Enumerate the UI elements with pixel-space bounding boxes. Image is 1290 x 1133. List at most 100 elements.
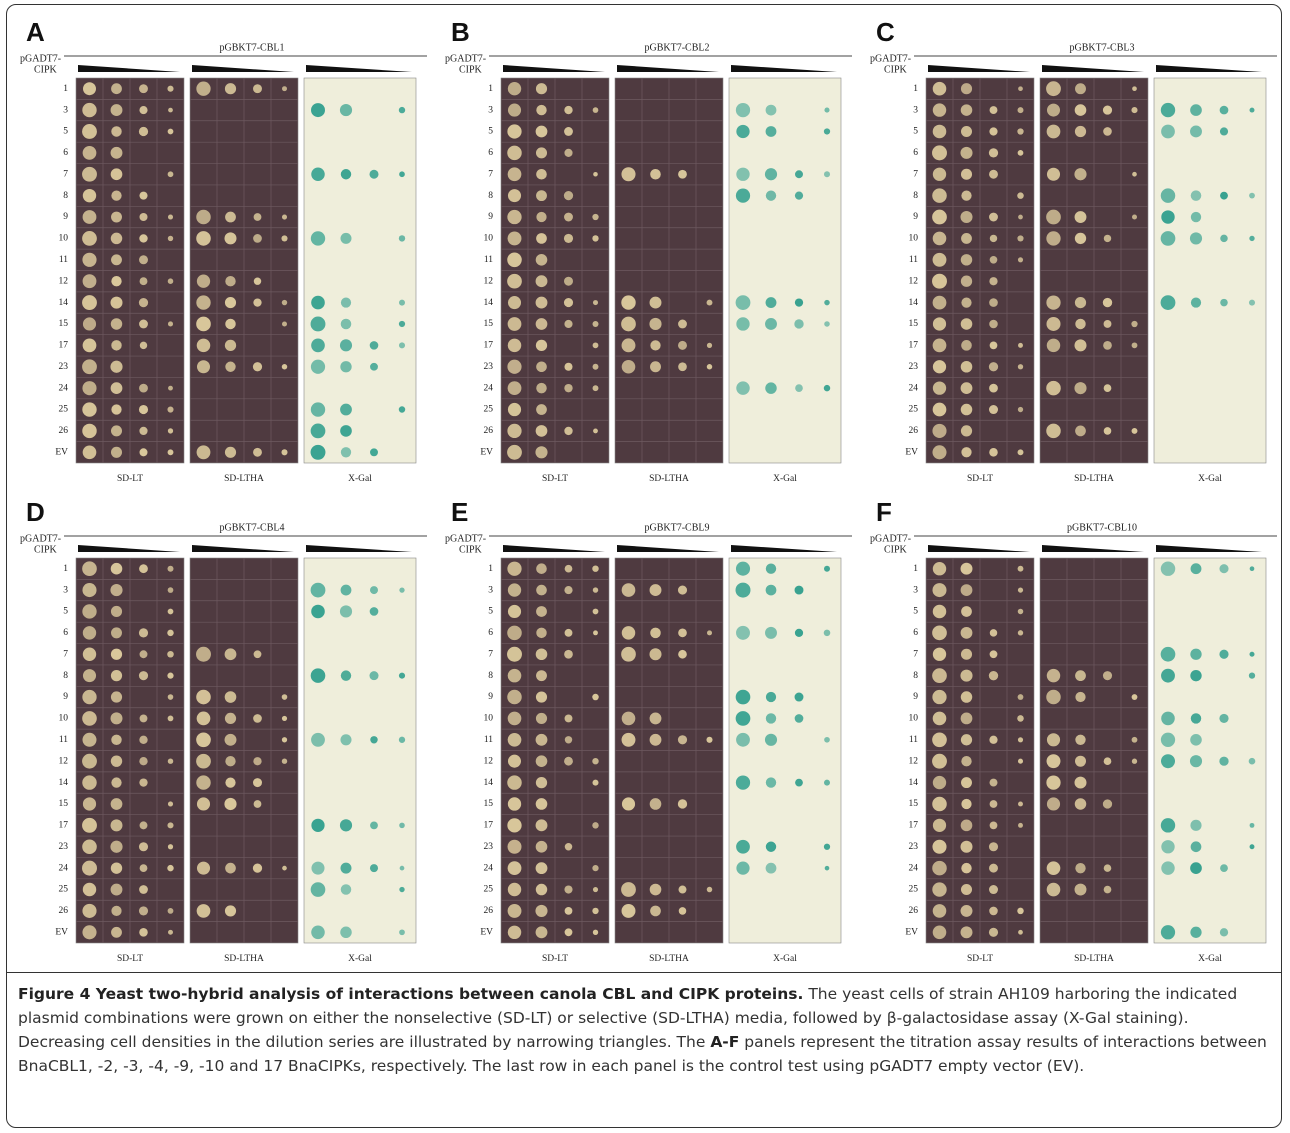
row-label: 1 [63,84,68,94]
yeast-spot [507,775,521,789]
yeast-spot [1190,755,1202,767]
yeast-spot [622,583,636,597]
yeast-spot [225,276,235,286]
row-label: 7 [63,169,68,179]
yeast-spot [508,317,522,331]
yeast-spot [1046,81,1061,96]
row-label: 14 [59,778,69,788]
yeast-spot [139,928,148,937]
yeast-spot [399,929,405,935]
yeast-spot [140,342,147,349]
yeast-spot [1220,127,1228,135]
yeast-spot [369,170,378,179]
yeast-spot [933,296,947,310]
yeast-spot [1046,231,1060,245]
yeast-spot [932,145,947,160]
yeast-spot [225,734,237,746]
yeast-spot [168,236,173,241]
row-label: 5 [63,127,68,137]
yeast-spot [508,82,521,95]
row-label: EV [480,927,493,937]
yeast-spot [736,862,749,875]
row-label: 10 [59,234,69,244]
row-label: 8 [488,191,493,201]
yeast-spot [140,650,148,658]
prefix-label: CIPK [34,544,58,555]
yeast-spot [649,648,661,660]
yeast-spot [1104,886,1112,894]
yeast-spot [82,711,97,726]
yeast-spot [197,275,210,288]
yeast-spot [564,320,572,328]
yeast-spot [139,84,148,93]
yeast-spot [225,756,235,766]
yeast-spot [1161,647,1176,662]
yeast-spot [621,647,636,662]
yeast-spot [592,694,599,701]
yeast-spot [1191,563,1202,574]
panel-letter: E [451,497,468,527]
yeast-spot [282,300,287,305]
row-label: 26 [59,906,69,916]
yeast-spot [932,861,947,876]
yeast-spot [197,904,211,918]
yeast-spot [1018,609,1024,615]
yeast-spot [82,167,97,182]
yeast-spot [399,823,405,829]
yeast-spot [139,671,148,680]
yeast-spot [507,424,521,438]
yeast-spot [765,168,777,180]
row-label: 5 [63,607,68,617]
yeast-spot [168,844,173,849]
yeast-spot [932,840,946,854]
yeast-spot [311,317,326,332]
yeast-spot [167,673,173,679]
yeast-spot [1047,168,1060,181]
yeast-spot [139,298,148,307]
yeast-spot [678,799,687,808]
yeast-spot [536,318,548,330]
row-label: 11 [909,735,918,745]
yeast-spot [311,339,325,353]
yeast-spot [1075,211,1087,223]
media-label: SD-LT [967,954,993,964]
yeast-spot [961,404,973,416]
yeast-spot [399,406,405,412]
media-label: SD-LT [117,954,143,964]
media-label: X-Gal [348,474,372,484]
yeast-spot [340,605,352,617]
yeast-spot [1104,864,1112,872]
yeast-spot [168,908,174,914]
yeast-spot [1131,321,1137,327]
row-label: 14 [484,298,494,308]
yeast-spot [110,841,122,853]
yeast-spot [225,340,236,351]
yeast-spot [564,149,572,157]
yeast-spot [736,840,750,854]
yeast-spot [508,189,521,202]
yeast-spot [536,425,548,437]
yeast-spot [1018,802,1023,807]
yeast-spot [370,864,378,872]
row-label: 11 [484,255,493,265]
panel-letter: A [26,17,45,47]
yeast-spot [565,714,573,722]
yeast-spot [678,170,687,179]
dilution-triangle [306,545,412,552]
dilution-triangle [503,545,605,552]
yeast-spot [168,129,174,135]
yeast-spot [507,360,521,374]
yeast-spot [960,670,972,682]
yeast-spot [1074,382,1086,394]
yeast-spot [111,404,121,414]
yeast-spot [1104,235,1111,242]
yeast-spot [564,298,573,307]
yeast-spot [564,586,572,594]
construct-label: pGBKT7-CBL3 [1070,42,1135,53]
yeast-spot [961,297,971,307]
construct-label: pGBKT7-CBL9 [645,522,710,533]
yeast-spot [1018,587,1023,592]
yeast-spot [1018,737,1023,742]
yeast-spot [399,673,405,679]
yeast-spot [990,106,998,114]
